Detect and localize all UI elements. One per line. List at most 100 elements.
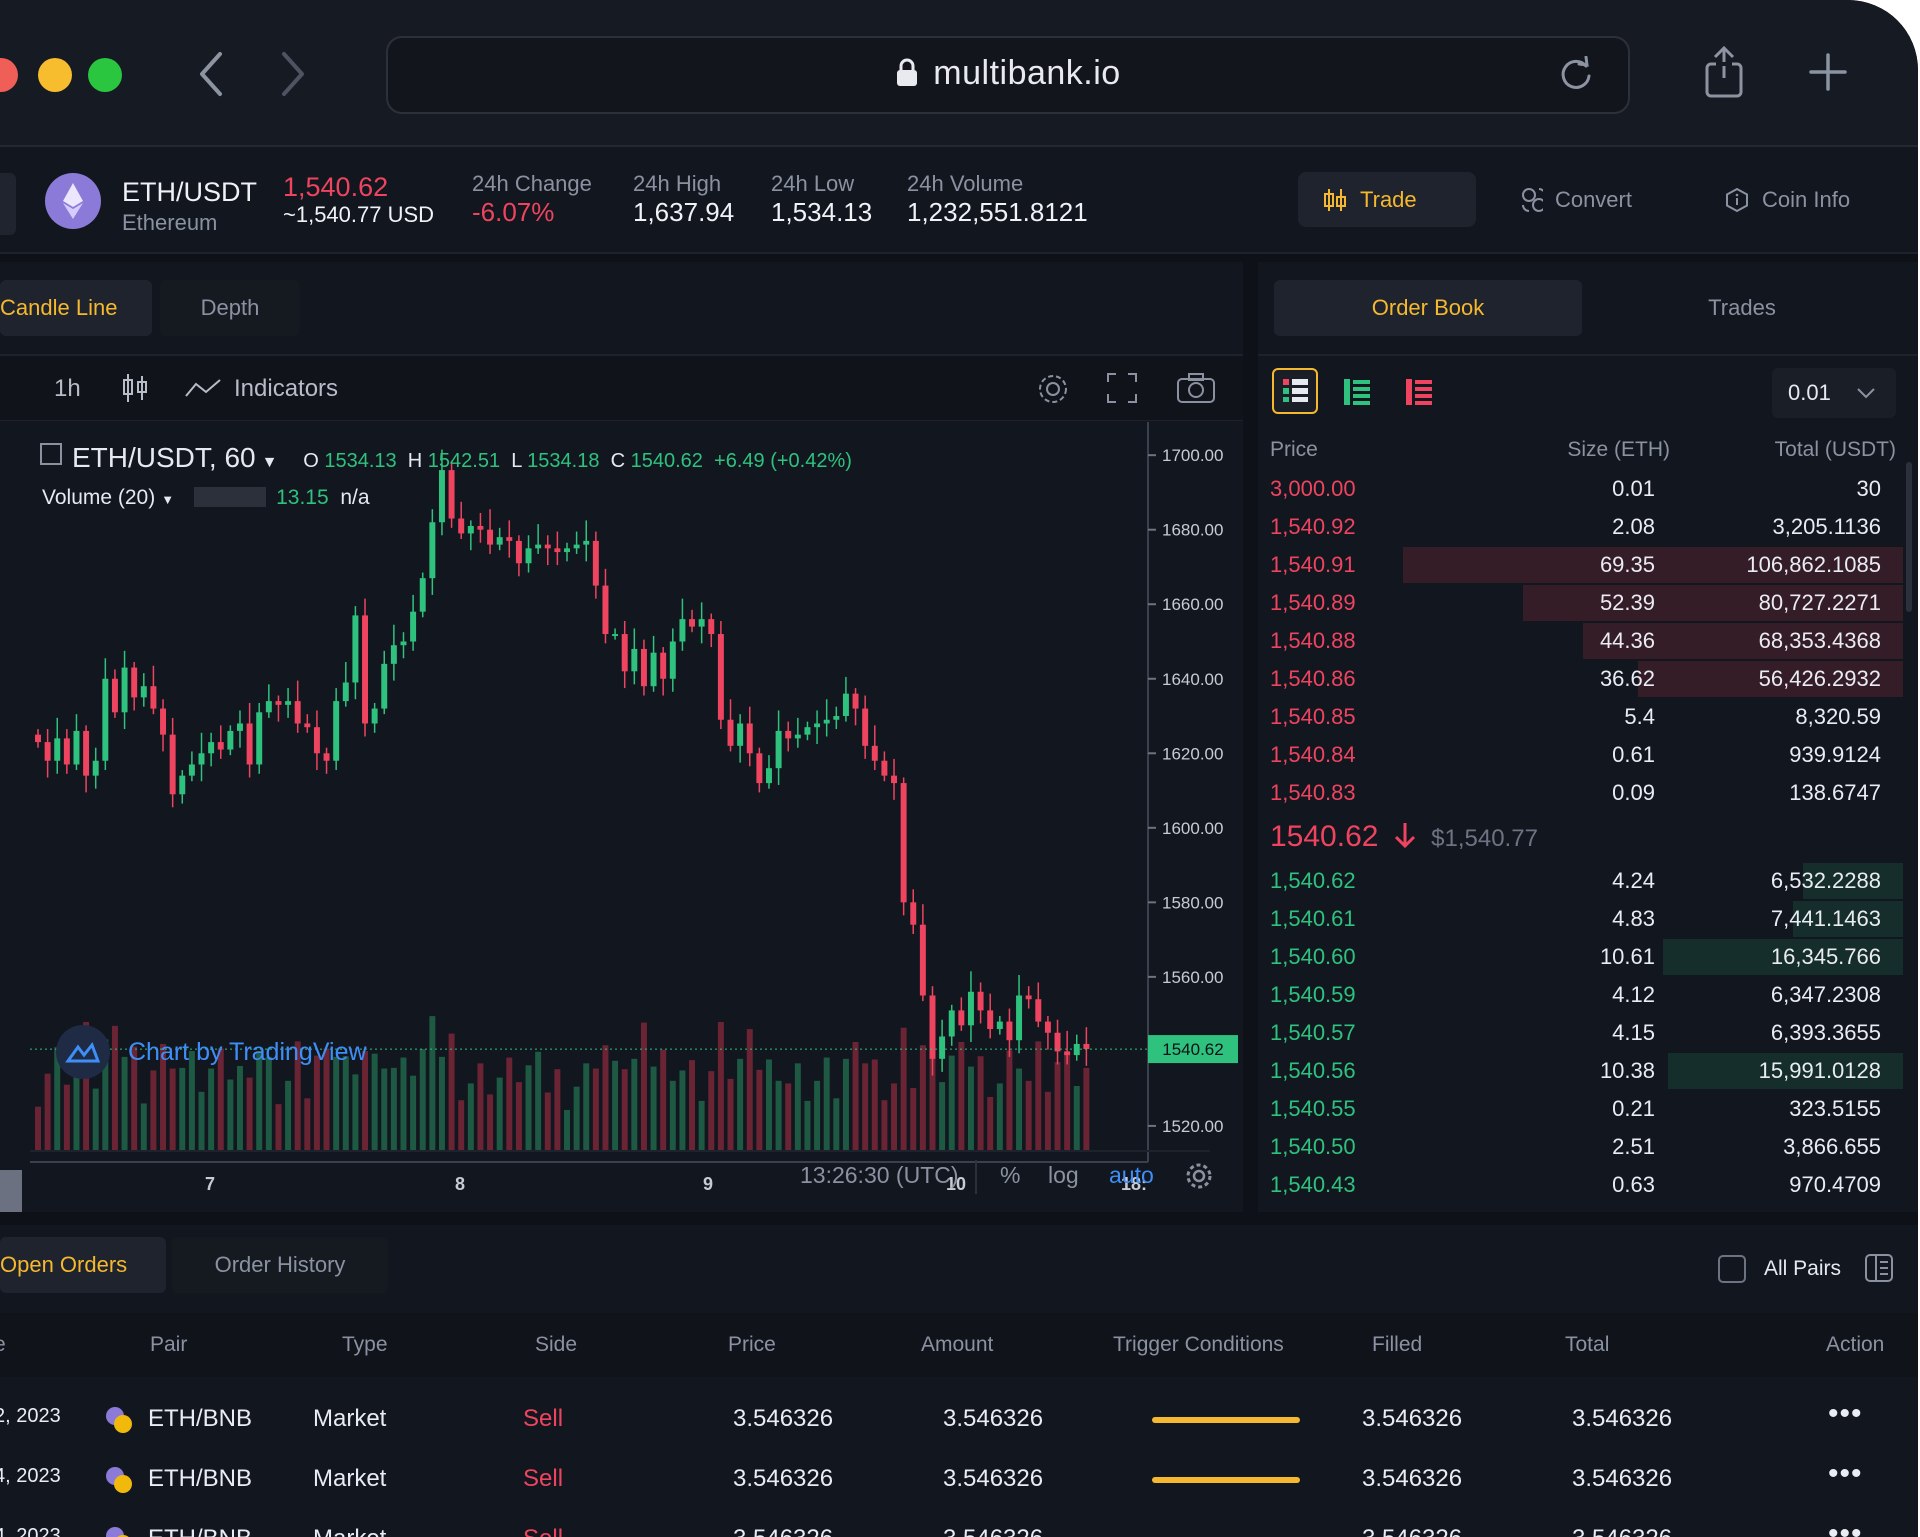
tab-depth[interactable]: Depth <box>160 280 300 336</box>
address-bar[interactable]: multibank.io <box>386 36 1630 114</box>
tab-candle-line[interactable]: Candle Line <box>0 280 152 336</box>
row-type: Market <box>313 1465 387 1492</box>
volume-bar <box>275 1104 282 1152</box>
maximize-window-button[interactable] <box>88 58 122 92</box>
tab-order-history[interactable]: Order History <box>172 1237 388 1293</box>
candle-body <box>621 634 628 672</box>
bid-row[interactable]: 1,540.60 10.61 16,345.766 <box>1258 938 1903 976</box>
y-tick-label: 1700.00 <box>1162 446 1223 465</box>
legend-c-label: C <box>610 450 626 472</box>
ask-row[interactable]: 1,540.89 52.39 80,727.2271 <box>1258 584 1903 622</box>
volume-bar <box>208 1068 215 1152</box>
sidebar-toggle[interactable] <box>0 173 16 235</box>
order-row[interactable]: 4, 2023 ETH/BNB Market Sell 3.546326 3.546326… <box>0 1517 1918 1537</box>
legend-dropdown-icon[interactable]: ▼ <box>261 454 278 471</box>
close-window-button[interactable] <box>0 58 18 92</box>
asks-only-icon[interactable] <box>1404 377 1434 407</box>
percent-scale-toggle[interactable]: % <box>1000 1162 1021 1188</box>
view-both-button[interactable] <box>1272 368 1318 414</box>
volume-bar <box>891 1083 897 1152</box>
row-size: 0.63 <box>1612 1172 1655 1197</box>
forward-icon[interactable] <box>278 50 308 98</box>
tradingview-watermark[interactable]: Chart by TradingView <box>56 1024 367 1080</box>
tab-open-orders[interactable]: Open Orders <box>0 1237 166 1293</box>
volume-bar <box>525 1065 532 1152</box>
order-row[interactable]: 2, 2023 ETH/BNB Market Sell 3.546326 3.546326… <box>0 1397 1918 1447</box>
row-total: 56,426.2932 <box>1758 666 1881 691</box>
precision-select[interactable]: 0.01 <box>1772 368 1896 418</box>
y-tick-label: 1640.00 <box>1162 670 1223 689</box>
settings-icon[interactable] <box>1036 372 1070 406</box>
candle-body <box>160 708 167 735</box>
scroll-handle[interactable] <box>0 1170 22 1212</box>
ask-row[interactable]: 1,540.83 0.09 138.6747 <box>1258 774 1903 812</box>
volume-bar <box>804 1100 811 1152</box>
volume-bar <box>342 1056 349 1152</box>
ask-row[interactable]: 1,540.84 0.61 939.9124 <box>1258 736 1903 774</box>
back-icon[interactable] <box>196 50 226 98</box>
tab-trades[interactable]: Trades <box>1708 295 1776 320</box>
depth-bar <box>1793 901 1903 937</box>
fullscreen-icon[interactable] <box>1106 372 1138 404</box>
auto-scale-toggle[interactable]: auto <box>1109 1162 1154 1188</box>
volume-study-label: Volume (20) <box>42 486 156 509</box>
volume-bar <box>669 1080 676 1152</box>
study-controls[interactable] <box>194 487 267 507</box>
bid-row[interactable]: 1,540.43 0.63 970.4709 <box>1258 1166 1903 1204</box>
bid-row[interactable]: 1,540.57 4.15 6,393.3655 <box>1258 1014 1903 1052</box>
volume-bar <box>1035 1041 1042 1152</box>
candle-body <box>1064 1051 1071 1056</box>
minimize-window-button[interactable] <box>38 58 72 92</box>
orderbook-scrollbar[interactable] <box>1906 462 1912 612</box>
bid-row[interactable]: 1,540.62 4.24 6,532.2288 <box>1258 862 1903 900</box>
order-book-panel: Order Book Trades 0.01 Price Size (ETH) … <box>1258 262 1918 1212</box>
columns-icon[interactable] <box>1864 1253 1894 1283</box>
candle-body <box>564 548 570 553</box>
more-actions-icon[interactable]: ••• <box>1828 1517 1863 1537</box>
ask-row[interactable]: 3,000.00 0.01 30 <box>1258 470 1903 508</box>
reload-icon[interactable] <box>1558 56 1594 92</box>
scale-settings-icon[interactable] <box>1185 1162 1213 1190</box>
share-icon[interactable] <box>1704 46 1744 98</box>
depth-bar <box>1583 623 1903 659</box>
price-chart[interactable]: 1700.00 1680.00 1660.00 1640.00 1620.00 1600.… <box>0 422 1243 1212</box>
log-scale-toggle[interactable]: log <box>1048 1162 1079 1188</box>
bids-only-icon[interactable] <box>1342 377 1372 407</box>
y-tick-label: 1580.00 <box>1162 893 1223 912</box>
candle-body <box>1054 1032 1061 1052</box>
ask-row[interactable]: 1,540.92 2.08 3,205.1136 <box>1258 508 1903 546</box>
bid-row[interactable]: 1,540.50 2.51 3,866.655 <box>1258 1128 1903 1166</box>
depth-bar <box>1803 863 1903 899</box>
bid-row[interactable]: 1,540.59 4.12 6,347.2308 <box>1258 976 1903 1014</box>
ask-row[interactable]: 1,540.91 69.35 106,862.1085 <box>1258 546 1903 584</box>
trade-button[interactable]: Trade <box>1298 172 1476 227</box>
tab-order-book[interactable]: Order Book <box>1274 280 1582 336</box>
interval-selector[interactable]: 1h <box>54 375 81 402</box>
y-tick-label: 1660.00 <box>1162 595 1223 614</box>
candle-body <box>198 753 205 765</box>
order-row[interactable]: 4, 2023 ETH/BNB Market Sell 3.546326 3.546326… <box>0 1457 1918 1507</box>
camera-icon[interactable] <box>1176 372 1216 404</box>
indicators-button[interactable]: Indicators <box>234 375 339 402</box>
candle-body <box>823 719 830 724</box>
candle-type-icon[interactable] <box>120 372 150 404</box>
row-pair: ETH/BNB <box>148 1405 253 1432</box>
volume-bar <box>179 1067 186 1152</box>
all-pairs-checkbox[interactable] <box>1718 1255 1746 1283</box>
ask-row[interactable]: 1,540.88 44.36 68,353.4368 <box>1258 622 1903 660</box>
y-tick-label: 1600.00 <box>1162 819 1223 838</box>
bid-row[interactable]: 1,540.55 0.21 323.5155 <box>1258 1090 1903 1128</box>
more-actions-icon[interactable]: ••• <box>1828 1397 1863 1430</box>
change-label: 24h Change <box>472 171 592 196</box>
bid-row[interactable]: 1,540.61 4.83 7,441.1463 <box>1258 900 1903 938</box>
collapse-legend-icon[interactable] <box>40 443 62 465</box>
ask-row[interactable]: 1,540.86 36.62 56,426.2932 <box>1258 660 1903 698</box>
new-tab-icon[interactable] <box>1808 52 1848 92</box>
convert-button[interactable]: Convert <box>1496 172 1656 227</box>
more-actions-icon[interactable]: ••• <box>1828 1457 1863 1490</box>
row-size: 10.61 <box>1599 944 1655 969</box>
bid-row[interactable]: 1,540.56 10.38 15,991.0128 <box>1258 1052 1903 1090</box>
row-price: 1,540.55 <box>1270 1096 1356 1121</box>
coin-info-button[interactable]: Coin Info <box>1700 172 1880 227</box>
ask-row[interactable]: 1,540.85 5.4 8,320.59 <box>1258 698 1903 736</box>
